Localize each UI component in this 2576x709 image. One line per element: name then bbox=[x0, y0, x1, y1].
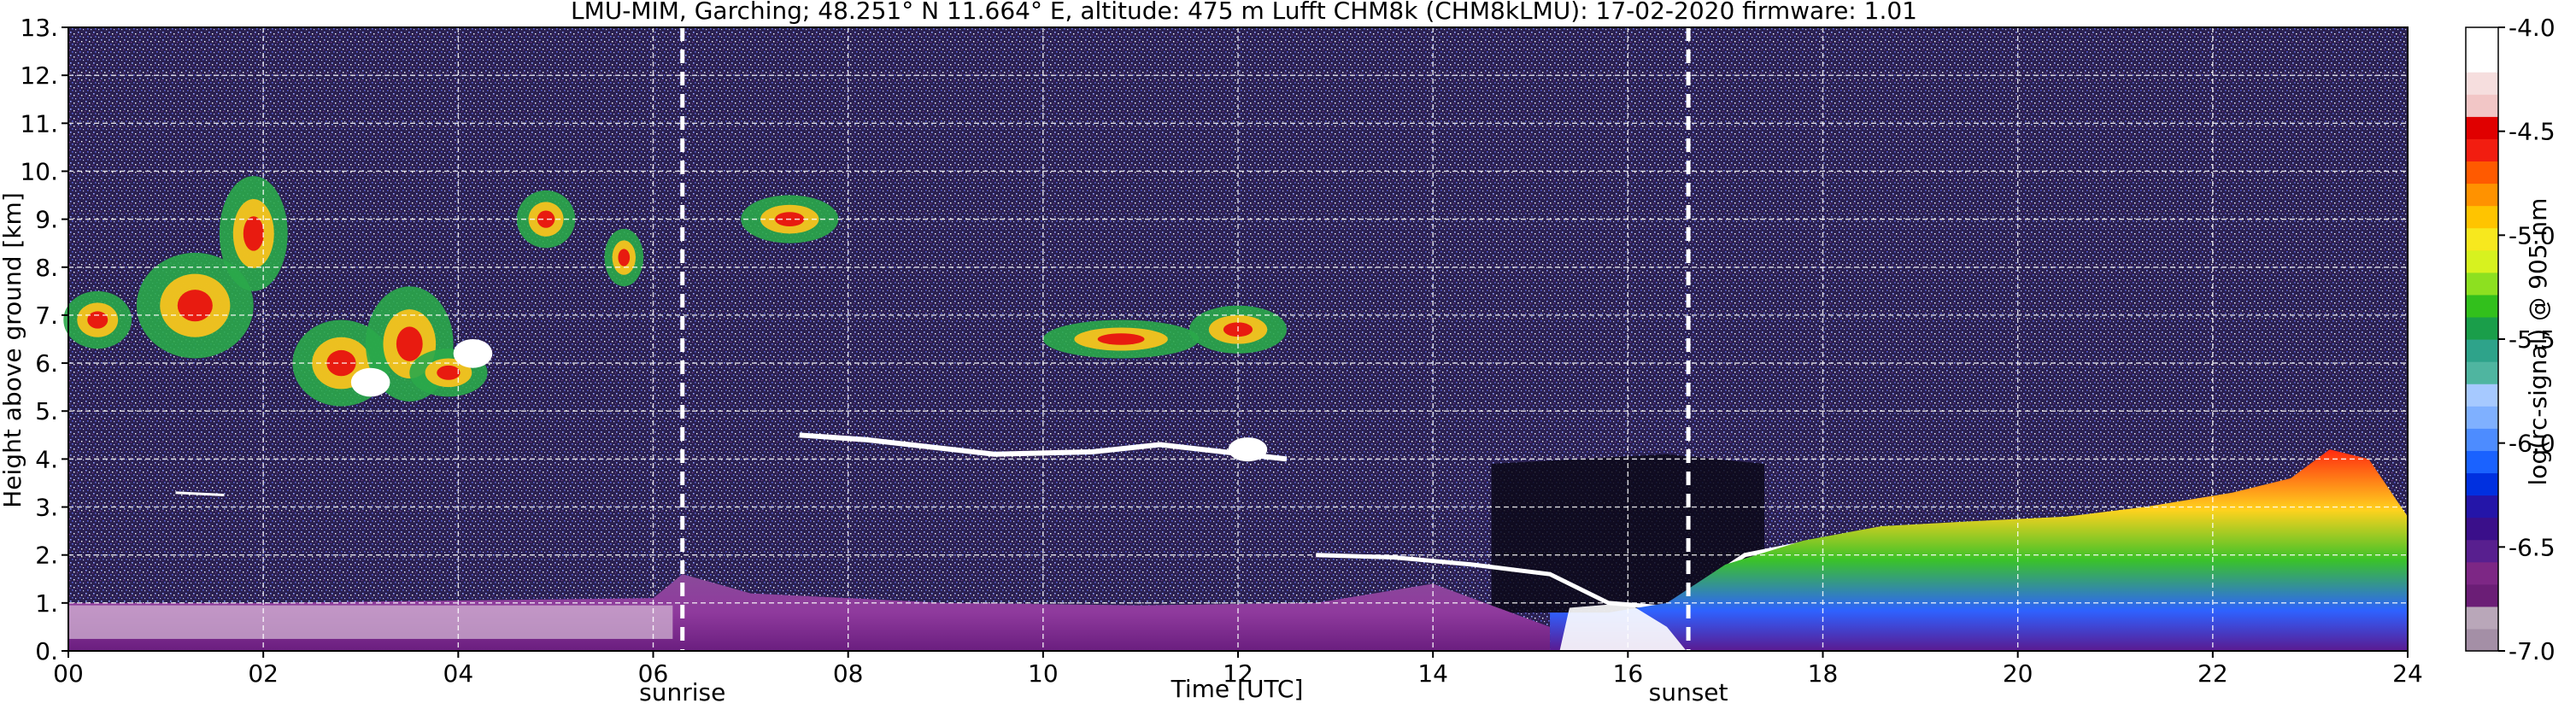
colorbar-tick-label: -6.0 bbox=[2509, 430, 2555, 458]
y-tick-label: 0. bbox=[35, 637, 58, 665]
colorbar-segment bbox=[2466, 161, 2498, 185]
x-tick-label: 12 bbox=[1223, 659, 1253, 688]
colorbar-tick-label: -7.0 bbox=[2509, 637, 2555, 665]
x-axis-label: Time [UTC] bbox=[1171, 675, 1304, 703]
x-tick-label: 02 bbox=[248, 659, 279, 688]
colorbar-tick-label: -4.0 bbox=[2509, 14, 2555, 42]
y-tick-label: 10. bbox=[20, 157, 58, 185]
colorbar-segment bbox=[2466, 183, 2498, 207]
cirrus-blob-peak bbox=[1097, 333, 1145, 345]
colorbar-label: log(rc-signal) @ 905 nm bbox=[2524, 198, 2552, 486]
cirrus-blob-peak bbox=[326, 349, 356, 377]
colorbar-segment bbox=[2466, 561, 2498, 585]
x-tick-label: 22 bbox=[2198, 659, 2228, 688]
y-tick-label: 9. bbox=[35, 206, 58, 234]
colorbar-segment bbox=[2466, 628, 2498, 652]
colorbar-segment bbox=[2466, 495, 2498, 519]
colorbar-segment bbox=[2466, 339, 2498, 362]
colorbar-segment bbox=[2466, 361, 2498, 384]
x-tick-label: 16 bbox=[1613, 659, 1644, 688]
cirrus-blob-peak bbox=[537, 210, 555, 228]
colorbar-tick-label: -5.0 bbox=[2509, 221, 2555, 249]
colorbar-segment bbox=[2466, 138, 2498, 162]
plot-frame bbox=[67, 26, 2409, 652]
x-tick-label: 04 bbox=[443, 659, 474, 688]
x-tick-label: 10 bbox=[1028, 659, 1059, 688]
y-tick-label: 6. bbox=[35, 349, 58, 378]
y-axis-label: Height above ground [km] bbox=[0, 192, 26, 508]
colorbar-segment bbox=[2466, 316, 2498, 340]
x-tick-label: 18 bbox=[1808, 659, 1839, 688]
colorbar-segment bbox=[2466, 406, 2498, 429]
y-tick-label: 7. bbox=[35, 302, 58, 330]
axes: 00 02 04 06 08 10 12 14 16 18 20 22 24 0. 1. 2. 3. 4. 5. 6.… bbox=[20, 14, 2422, 688]
cirrus-blob-peak bbox=[437, 365, 461, 380]
cloud-white-peak bbox=[350, 367, 390, 397]
colorbar-segment bbox=[2466, 294, 2498, 318]
colorbar-segment bbox=[2466, 517, 2498, 541]
colorbar: -4.0 -4.5 -5.0 -5.5 -6.0 -6.5 -7.0 bbox=[2465, 14, 2555, 665]
colorbar-segment bbox=[2466, 27, 2498, 50]
evening-clouds-core bbox=[1559, 602, 1687, 651]
cirrus-blob-peak bbox=[396, 326, 423, 361]
cirrus-blob-peak bbox=[177, 290, 213, 322]
x-tick-label: 20 bbox=[2003, 659, 2033, 688]
colorbar-segment bbox=[2466, 272, 2498, 296]
colorbar-segment bbox=[2466, 72, 2498, 95]
y-tick-label: 5. bbox=[35, 397, 58, 425]
y-tick-label: 12. bbox=[20, 62, 58, 90]
colorbar-segment bbox=[2466, 205, 2498, 229]
colorbar-segment bbox=[2466, 583, 2498, 607]
colorbar-segment bbox=[2466, 472, 2498, 496]
event-markers: sunrise sunset bbox=[639, 27, 1728, 706]
marker-label-sunset: sunset bbox=[1649, 678, 1728, 706]
colorbar-segment bbox=[2466, 116, 2498, 139]
cirrus-blob-peak bbox=[87, 311, 109, 329]
y-tick-label: 13. bbox=[20, 14, 58, 42]
y-tick-label: 11. bbox=[20, 109, 58, 138]
low-cloud-trace bbox=[175, 491, 225, 496]
x-tick-label: 00 bbox=[53, 659, 84, 688]
evening-clouds bbox=[1550, 449, 2408, 651]
y-tick-label: 8. bbox=[35, 254, 58, 282]
y-tick-label: 4. bbox=[35, 445, 58, 473]
y-tick-label: 1. bbox=[35, 589, 58, 618]
colorbar-segment bbox=[2466, 249, 2498, 273]
x-tick-label: 14 bbox=[1417, 659, 1448, 688]
colorbar-segment bbox=[2466, 606, 2498, 630]
cloud-white-peak bbox=[453, 339, 493, 368]
colorbar-segment bbox=[2466, 428, 2498, 451]
chart-title: LMU-MIM, Garching; 48.251° N 11.664° E, … bbox=[571, 0, 1917, 25]
cirrus-blob-peak bbox=[243, 216, 264, 251]
colorbar-tick-label: -5.5 bbox=[2509, 325, 2555, 354]
cirrus-blob-peak bbox=[618, 249, 631, 267]
colorbar-segment bbox=[2466, 94, 2498, 117]
x-tick-label: 24 bbox=[2392, 659, 2423, 688]
marker-label-sunrise: sunrise bbox=[639, 678, 725, 706]
x-tick-label: 06 bbox=[638, 659, 669, 688]
colorbar-segment bbox=[2466, 227, 2498, 251]
colorbar-segment bbox=[2466, 50, 2498, 73]
colorbar-segment bbox=[2466, 539, 2498, 563]
mid-level-layer bbox=[799, 432, 1288, 462]
plot-area bbox=[63, 27, 2408, 651]
colorbar-segment bbox=[2466, 450, 2498, 474]
y-tick-label: 3. bbox=[35, 494, 58, 522]
y-tick-label: 2. bbox=[35, 542, 58, 570]
aerosol-light-band bbox=[68, 605, 673, 639]
colorbar-tick-label: -6.5 bbox=[2509, 533, 2555, 561]
x-tick-label: 08 bbox=[833, 659, 864, 688]
colorbar-segment bbox=[2466, 384, 2498, 407]
colorbar-tick-label: -4.5 bbox=[2509, 118, 2555, 146]
